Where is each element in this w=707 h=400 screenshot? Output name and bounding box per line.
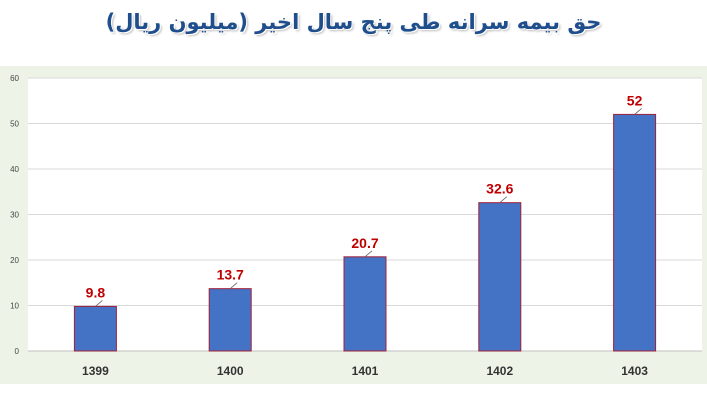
bar [478, 202, 522, 352]
chart-title: حق بیمه سرانه طی پنج سال اخیر (میلیون ری… [105, 10, 602, 34]
y-tick-label: 40 [10, 165, 19, 174]
bar [73, 305, 117, 352]
y-tick-label: 0 [15, 347, 20, 356]
y-tick-label: 10 [10, 302, 19, 311]
y-tick-label: 50 [10, 120, 19, 129]
x-tick-label: 1403 [621, 364, 648, 378]
data-label-leader [634, 108, 642, 115]
bar [613, 113, 657, 352]
data-label: 9.8 [86, 284, 106, 300]
bar [208, 288, 252, 352]
x-tick-label: 1399 [82, 364, 109, 378]
data-label-leader [499, 196, 508, 203]
data-label-leader [364, 250, 373, 258]
data-label: 13.7 [217, 267, 244, 283]
data-label: 20.7 [351, 235, 378, 251]
data-label-leader [229, 282, 238, 289]
data-label: 52 [627, 92, 643, 108]
y-tick-label: 20 [10, 256, 19, 265]
data-label-leader [95, 300, 103, 307]
data-label: 32.6 [486, 181, 513, 197]
x-tick-label: 1402 [486, 364, 513, 378]
bar [343, 256, 387, 352]
x-tick-label: 1401 [352, 364, 379, 378]
y-tick-label: 60 [10, 74, 19, 83]
x-tick-label: 1400 [217, 364, 244, 378]
y-tick-label: 30 [10, 211, 19, 220]
